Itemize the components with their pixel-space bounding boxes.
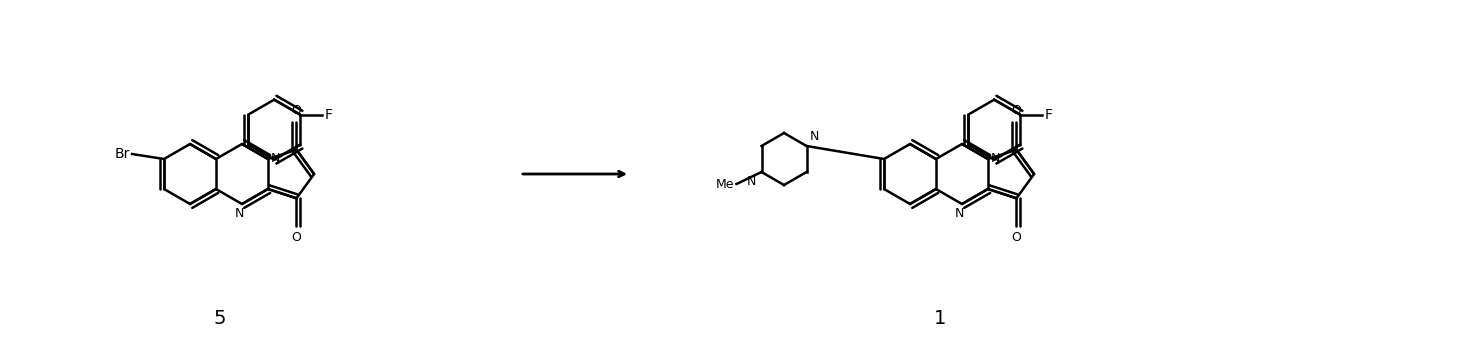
Text: O: O (292, 104, 302, 117)
Text: N: N (954, 207, 963, 220)
Text: N: N (810, 130, 818, 143)
Text: Br: Br (115, 147, 130, 161)
Text: O: O (1011, 231, 1021, 244)
Text: N: N (271, 152, 280, 165)
Text: F: F (1045, 108, 1052, 122)
Text: 1: 1 (934, 309, 947, 329)
Text: O: O (292, 231, 302, 244)
Text: F: F (324, 108, 333, 122)
Text: N: N (991, 152, 1001, 165)
Text: N: N (747, 175, 757, 188)
Text: O: O (1011, 104, 1021, 117)
Text: N: N (235, 207, 244, 220)
Text: Me: Me (716, 177, 734, 190)
Text: 5: 5 (214, 309, 226, 329)
